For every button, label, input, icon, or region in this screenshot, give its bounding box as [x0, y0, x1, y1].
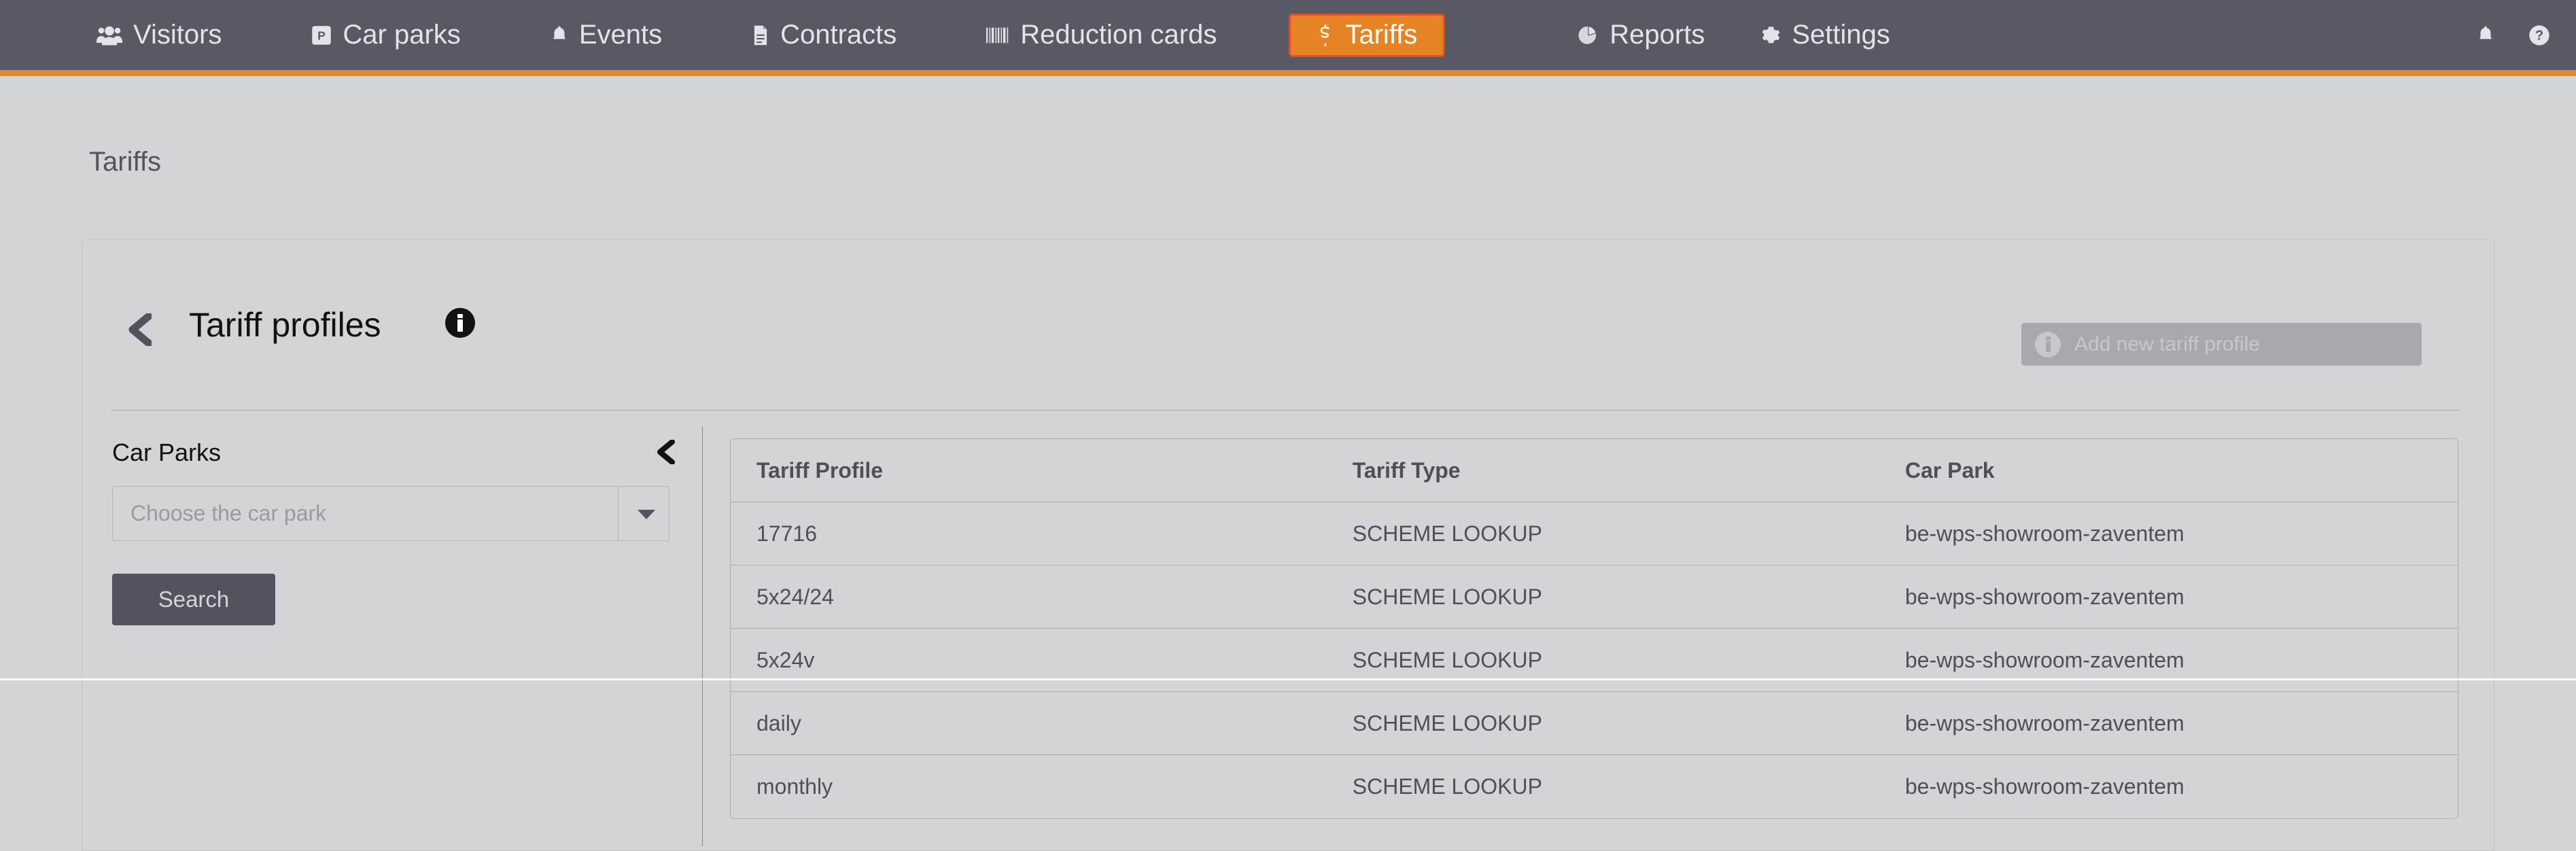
svg-text:?: ? — [2535, 28, 2543, 43]
svg-text:P: P — [318, 29, 326, 42]
